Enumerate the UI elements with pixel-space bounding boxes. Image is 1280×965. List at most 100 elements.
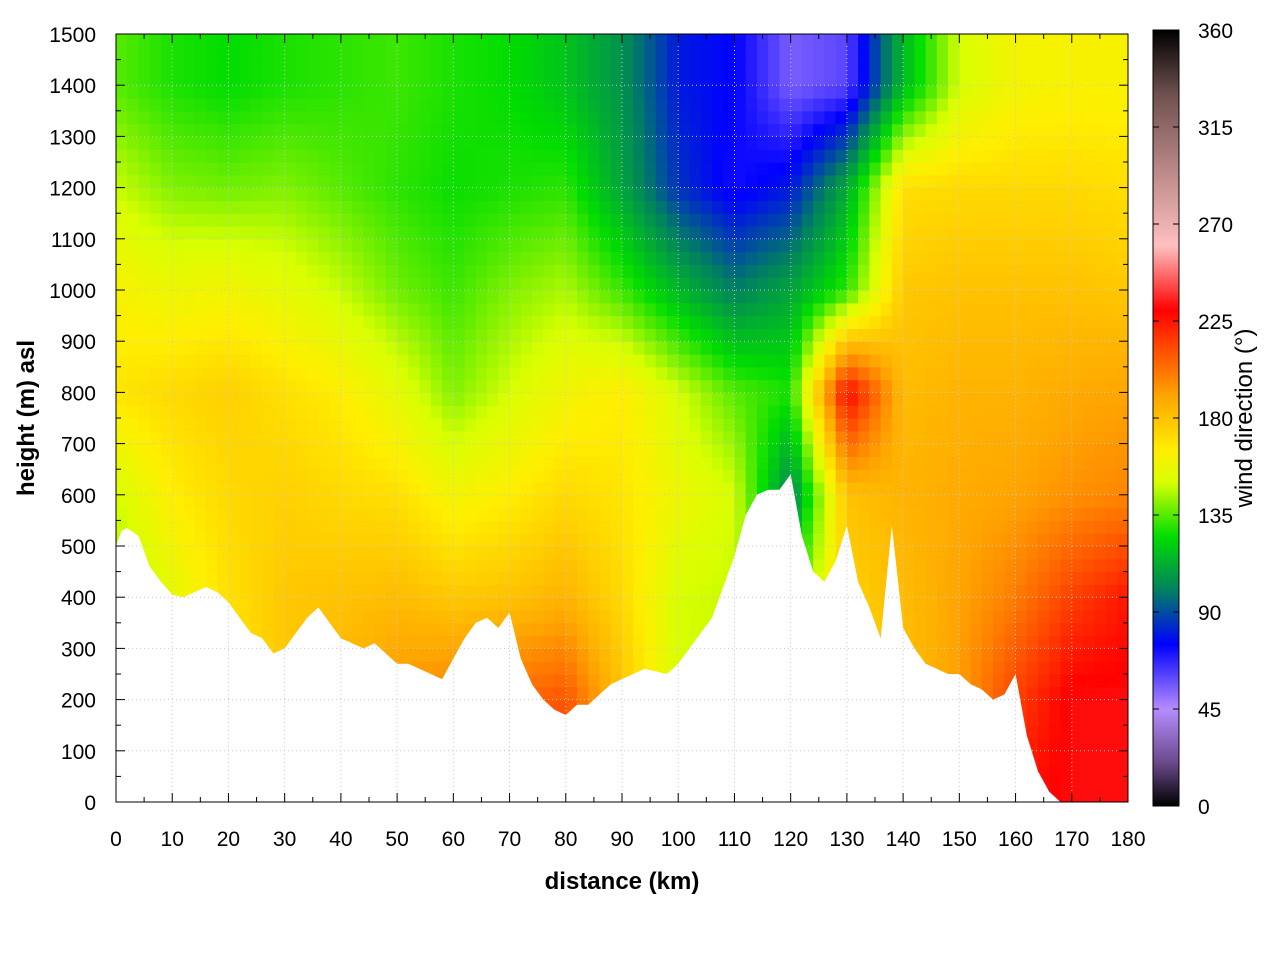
field-cell (925, 635, 938, 649)
field-cell (228, 456, 241, 470)
field-cell (588, 187, 601, 201)
field-cell (419, 46, 432, 61)
field-cell (599, 533, 612, 547)
field-cell (1015, 149, 1028, 163)
field-cell (891, 46, 904, 61)
field-cell (565, 610, 578, 624)
field-cell (543, 34, 556, 48)
field-cell (577, 430, 589, 445)
field-cell (1026, 277, 1039, 291)
field-cell (340, 213, 353, 227)
field-cell (633, 187, 646, 201)
field-cell (689, 46, 702, 61)
field-cell (520, 443, 533, 457)
field-cell (801, 123, 814, 137)
field-cell (610, 392, 623, 406)
field-cell (711, 392, 724, 406)
field-cell (284, 238, 297, 253)
field-cell (846, 264, 859, 278)
field-cell (1026, 469, 1039, 483)
field-cell (1015, 533, 1028, 547)
field-cell (262, 59, 275, 73)
field-cell (138, 200, 151, 214)
field-cell (858, 200, 870, 214)
field-cell (363, 366, 376, 381)
field-cell (666, 264, 679, 278)
field-cell (464, 571, 477, 585)
field-cell (1026, 46, 1039, 61)
field-cell (498, 238, 511, 253)
field-cell (183, 520, 196, 534)
field-cell (633, 162, 646, 176)
field-cell (588, 546, 601, 560)
field-cell (160, 571, 173, 585)
field-cell (1038, 507, 1050, 521)
field-cell (205, 290, 218, 304)
field-cell (295, 264, 308, 278)
field-cell (194, 238, 207, 253)
field-cell (116, 341, 128, 355)
field-cell (160, 341, 173, 355)
field-cell (116, 354, 128, 368)
field-cell (1015, 213, 1028, 227)
field-cell (948, 443, 960, 457)
field-cell (194, 226, 207, 240)
field-cell (869, 302, 882, 317)
field-cell (160, 46, 173, 61)
field-cell (532, 392, 544, 406)
field-cell (183, 443, 196, 457)
field-cell (172, 251, 185, 265)
field-cell (948, 648, 960, 662)
field-cell (442, 315, 454, 329)
field-cell (250, 366, 263, 381)
field-cell (127, 85, 140, 99)
field-cell (340, 443, 353, 457)
field-cell (588, 328, 601, 342)
field-cell (205, 226, 218, 240)
field-cell (846, 405, 859, 419)
field-cell (554, 85, 567, 99)
field-cell (689, 584, 702, 598)
field-cell (475, 546, 488, 560)
field-cell (329, 456, 342, 470)
field-cell (138, 136, 151, 150)
field-cell (397, 200, 409, 214)
field-cell (228, 341, 241, 355)
field-cell (262, 610, 275, 624)
field-cell (678, 571, 691, 585)
field-cell (959, 443, 972, 457)
field-cell (1049, 610, 1062, 624)
field-cell (599, 136, 612, 150)
field-cell (622, 443, 634, 457)
field-cell (711, 443, 724, 457)
field-cell (419, 290, 432, 304)
field-cell (790, 149, 803, 163)
field-cell (914, 558, 927, 573)
field-cell (1038, 72, 1050, 86)
field-cell (790, 251, 803, 265)
field-cell (981, 59, 994, 73)
field-cell (172, 238, 185, 253)
field-cell (520, 162, 533, 176)
field-cell (903, 469, 915, 483)
field-cell (419, 302, 432, 317)
field-cell (869, 226, 882, 240)
field-cell (745, 430, 758, 445)
field-cell (419, 34, 432, 48)
field-cell (262, 520, 275, 534)
field-cell (711, 494, 724, 509)
field-cell (723, 277, 736, 291)
field-cell (329, 162, 342, 176)
field-cell (194, 558, 207, 573)
field-cell (149, 34, 162, 48)
field-cell (116, 85, 128, 99)
field-cell (340, 533, 353, 547)
field-cell (307, 59, 319, 73)
field-cell (577, 110, 589, 125)
field-cell (588, 469, 601, 483)
field-cell (520, 648, 533, 662)
field-cell (813, 264, 825, 278)
field-cell (543, 405, 556, 419)
field-cell (284, 123, 297, 137)
field-cell (981, 494, 994, 509)
